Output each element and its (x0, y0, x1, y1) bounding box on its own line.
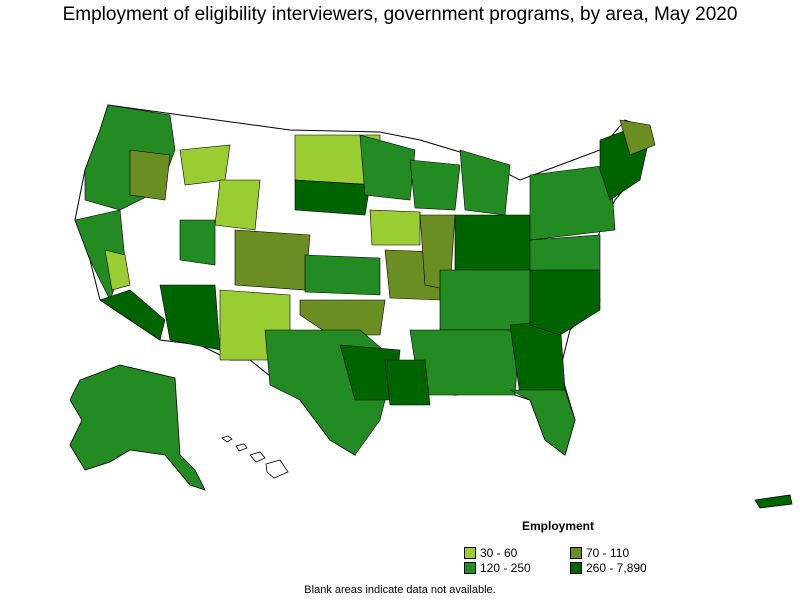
region-kentucky-tennessee (439, 269, 546, 331)
puerto-rico (754, 494, 793, 509)
legend-swatch (464, 547, 476, 559)
region-utah (179, 219, 216, 266)
legend-label: 260 - 7,890 (586, 561, 647, 575)
legend-item-30-60: 30 - 60 (464, 546, 517, 560)
region-central-valley (104, 249, 131, 291)
legend-label: 120 - 250 (480, 561, 531, 575)
region-maine (619, 119, 656, 156)
region-oregon-east (129, 149, 171, 201)
region-minnesota (359, 134, 416, 201)
region-wyoming (214, 179, 261, 231)
legend-swatch (570, 547, 582, 559)
region-idaho (179, 144, 231, 186)
region-florida (509, 389, 576, 456)
legend-label: 70 - 110 (586, 546, 630, 560)
legend-label: 30 - 60 (480, 546, 518, 560)
legend-title: Employment (522, 519, 595, 533)
region-louisiana (384, 359, 431, 406)
legend-item-120-250: 120 - 250 (464, 561, 531, 575)
region-virginia (529, 234, 601, 271)
map-title: Employment of eligibility interviewers, … (62, 4, 738, 25)
region-wisconsin (409, 159, 461, 211)
legend-item-260-7890: 260 - 7,890 (570, 561, 647, 575)
region-indiana-ohio (454, 214, 536, 276)
region-carolinas (529, 269, 601, 336)
region-south-dakota (294, 179, 371, 216)
region-california-south (99, 289, 166, 341)
region-pennsylvania-ny (529, 164, 616, 241)
region-iowa (369, 209, 421, 246)
alaska (69, 364, 206, 491)
region-michigan (459, 149, 511, 216)
footnote: Blank areas indicate data not available. (304, 584, 496, 596)
legend-swatch (464, 562, 476, 574)
hawaii (221, 435, 289, 479)
legend-swatch (570, 562, 582, 574)
map-regions (74, 104, 656, 456)
region-kansas (304, 254, 381, 296)
region-colorado (234, 229, 311, 291)
legend-item-70-110: 70 - 110 (570, 546, 629, 560)
